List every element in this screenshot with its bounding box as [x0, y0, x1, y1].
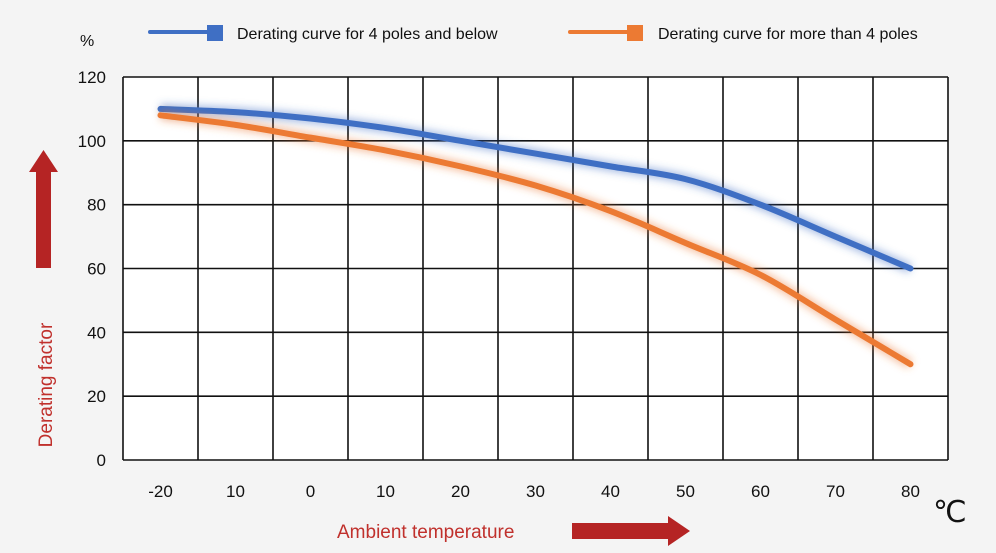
- x-axis: -20 10 0 10 20 30 40 50 60 70 80: [148, 482, 920, 501]
- x-tick-label: 30: [526, 482, 545, 501]
- legend-marker-series-2: [627, 25, 643, 41]
- y-tick-label: 0: [97, 451, 106, 470]
- legend-marker-series-1: [207, 25, 223, 41]
- x-tick-label: 70: [826, 482, 845, 501]
- x-tick-label: 80: [901, 482, 920, 501]
- y-unit-label: %: [80, 33, 94, 50]
- legend-label-series-1: Derating curve for 4 poles and below: [237, 26, 498, 43]
- y-axis-arrow-icon: [29, 150, 58, 268]
- legend-label-series-2: Derating curve for more than 4 poles: [658, 26, 918, 43]
- series-1-line: [157, 105, 914, 272]
- y-tick-label: 80: [87, 196, 106, 215]
- legend: Derating curve for 4 poles and below Der…: [148, 25, 918, 43]
- y-tick-label: 40: [87, 323, 106, 342]
- y-axis: 0 20 40 60 80 100 120: [78, 68, 106, 470]
- y-tick-label: 120: [78, 68, 106, 87]
- x-tick-label: 10: [226, 482, 245, 501]
- x-tick-label: 20: [451, 482, 470, 501]
- x-tick-label: -20: [148, 482, 173, 501]
- y-axis-title: Derating factor: [36, 322, 57, 447]
- x-unit-label: ℃: [933, 495, 967, 530]
- x-tick-label: 50: [676, 482, 695, 501]
- grid: [122, 76, 949, 461]
- x-tick-label: 0: [306, 482, 315, 501]
- x-tick-label: 40: [601, 482, 620, 501]
- x-axis-title: Ambient temperature: [337, 522, 514, 543]
- series-layer: [157, 103, 914, 369]
- y-tick-label: 60: [87, 260, 106, 279]
- x-axis-arrow-icon: [572, 516, 690, 546]
- x-tick-label: 10: [376, 482, 395, 501]
- y-tick-label: 100: [78, 132, 106, 151]
- series-2-line: [157, 112, 914, 368]
- y-tick-label: 20: [87, 387, 106, 406]
- x-tick-label: 60: [751, 482, 770, 501]
